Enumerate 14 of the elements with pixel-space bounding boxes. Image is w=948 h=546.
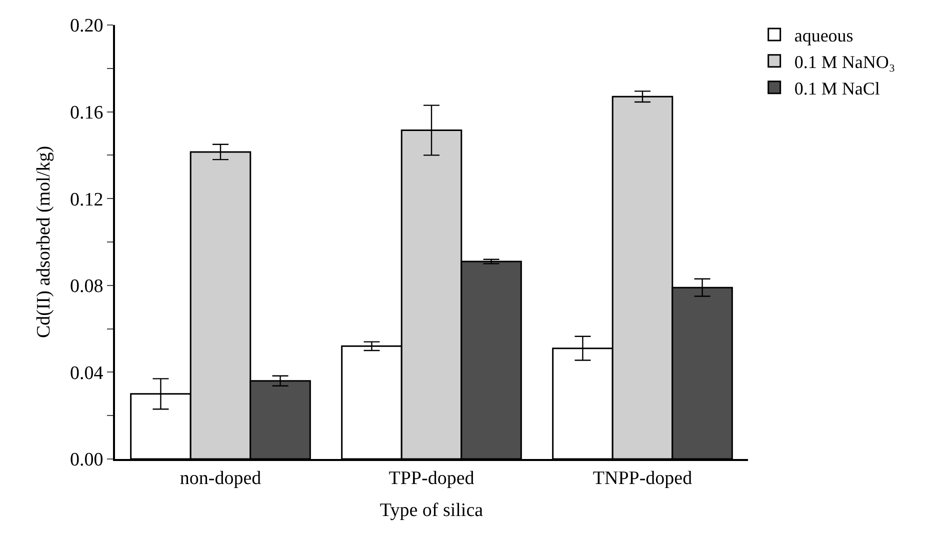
- y-tick-label: 0.12: [70, 189, 104, 210]
- legend-label: 0.1 M NaNO₃: [794, 52, 896, 72]
- y-axis-title: Cd(II) adsorbed (mol/kg): [33, 146, 54, 338]
- x-tick-label: TNPP-doped: [592, 468, 693, 489]
- text: 0.00: [70, 450, 104, 471]
- x-tick-label: non-doped: [180, 468, 262, 489]
- y-tick-label: 0.04: [70, 362, 104, 384]
- x-tick-label: TPP-doped: [388, 468, 475, 489]
- y-tick-label: 0.08: [70, 276, 104, 298]
- legend-label: aqueous: [794, 26, 854, 46]
- legend-label: 0.1 M NaCl: [794, 78, 880, 98]
- y-tick-label: 0.16: [70, 102, 104, 124]
- y-tick-label: 0.20: [70, 16, 104, 37]
- x-axis-title: Type of silica: [380, 500, 484, 522]
